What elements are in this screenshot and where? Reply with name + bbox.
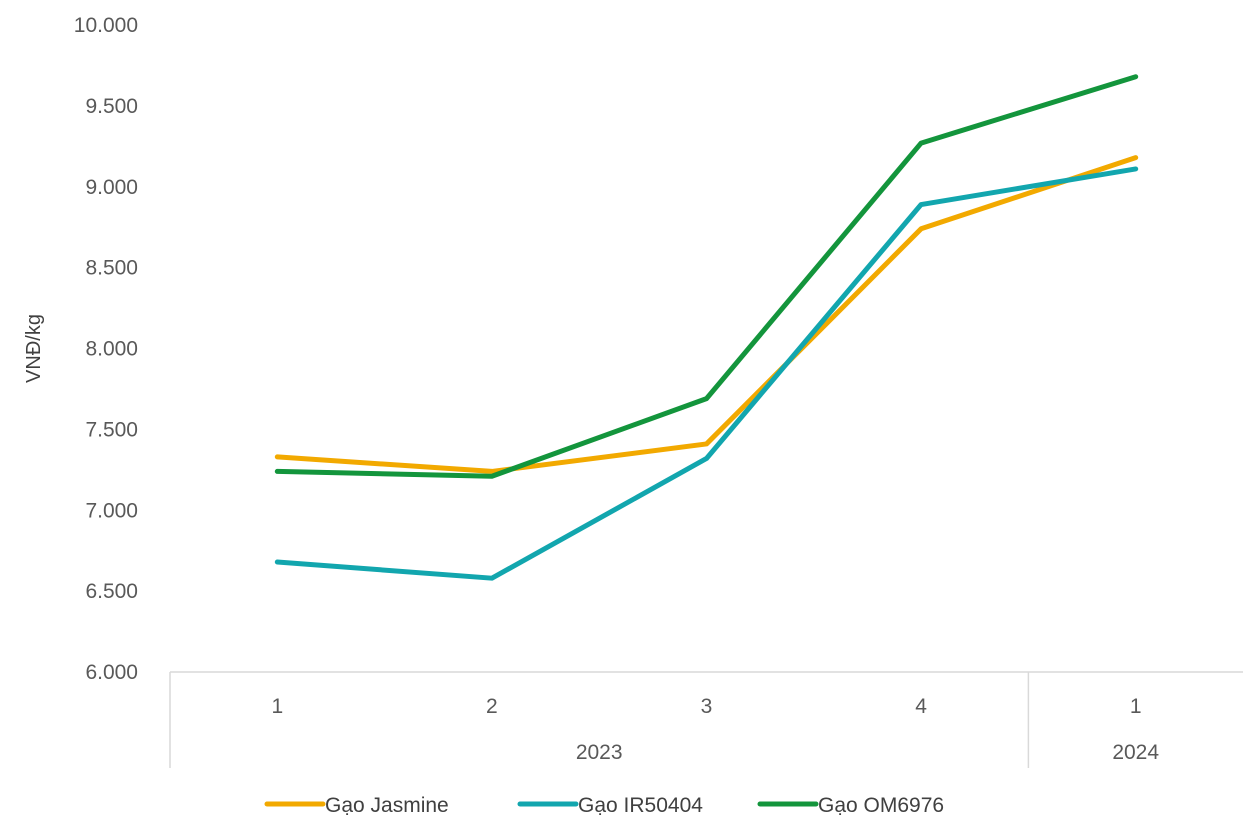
- series-lines: [274, 74, 1139, 581]
- y-tick-label: 7.000: [85, 499, 138, 522]
- series-line: [274, 155, 1139, 474]
- x-tick-label: 3: [701, 695, 713, 718]
- y-tick-label: 6.000: [85, 661, 138, 684]
- x-group-label: 2024: [1112, 741, 1159, 764]
- legend-label: Gạo IR50404: [578, 794, 703, 817]
- x-tick-label: 1: [1130, 695, 1142, 718]
- legend: Gạo Jasmine Gạo IR50404 Gạo OM6976: [264, 794, 944, 817]
- y-tick-label: 7.500: [85, 418, 138, 441]
- x-axis: 2023 2024 1 2 3 4 1: [169, 671, 1243, 768]
- y-axis-ticks: 6.000 6.500 7.000 7.500 8.000 8.500 9.000 9.500…: [74, 14, 138, 684]
- y-tick-label: 9.000: [85, 176, 138, 199]
- y-tick-label: 9.500: [85, 95, 138, 118]
- x-tick-label: 2: [486, 695, 498, 718]
- x-tick-label: 1: [271, 695, 283, 718]
- series-line: [274, 166, 1139, 581]
- legend-label: Gạo OM6976: [818, 794, 944, 817]
- series-line: [274, 74, 1139, 479]
- y-axis-title: VNĐ/kg: [23, 314, 45, 383]
- y-tick-label: 8.000: [85, 338, 138, 361]
- y-tick-label: 8.500: [85, 257, 138, 280]
- y-tick-label: 6.500: [85, 580, 138, 603]
- x-group-label: 2023: [576, 741, 623, 764]
- y-tick-label: 10.000: [74, 14, 138, 37]
- legend-label: Gạo Jasmine: [325, 794, 449, 817]
- x-tick-label: 4: [915, 695, 927, 718]
